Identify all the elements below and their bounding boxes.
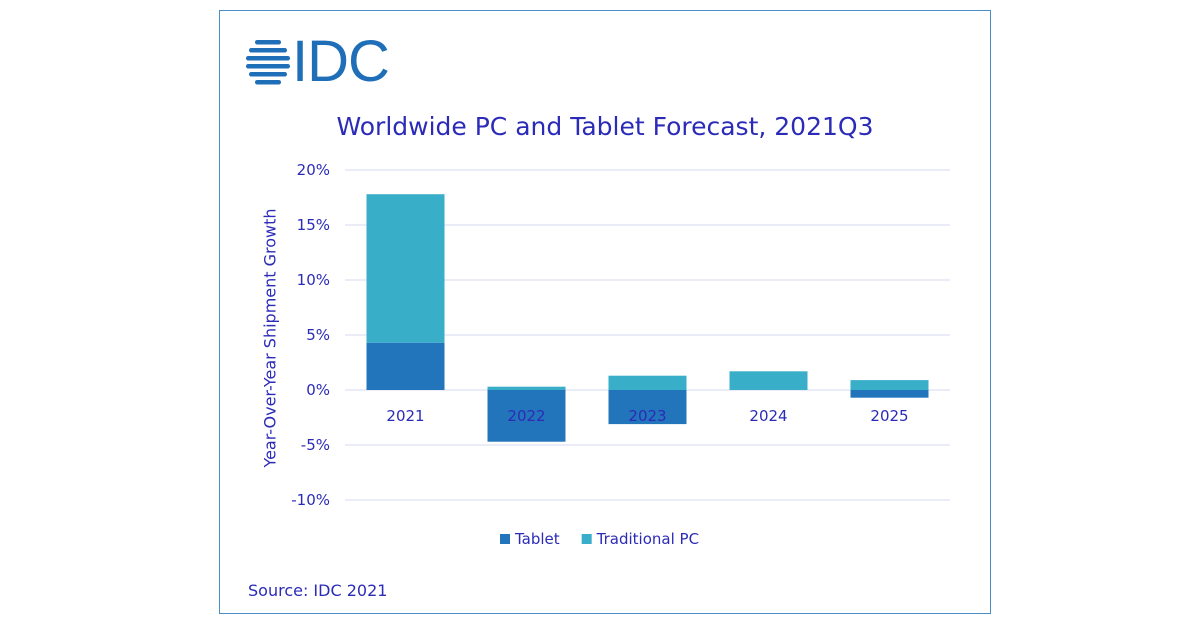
- x-tick-label: 2022: [507, 407, 545, 425]
- legend-label: Traditional PC: [596, 530, 699, 548]
- y-tick-label: 20%: [297, 161, 330, 179]
- legend-swatch: [500, 534, 510, 544]
- bar-tablet-2025: [850, 390, 929, 398]
- y-tick-label: -10%: [291, 491, 330, 509]
- x-tick-label: 2023: [628, 407, 666, 425]
- y-tick-label: 10%: [297, 271, 330, 289]
- x-tick-label: 2024: [749, 407, 787, 425]
- bar-traditional-pc-2025: [850, 380, 929, 390]
- globe-icon: [246, 40, 290, 85]
- x-tick-label: 2025: [870, 407, 908, 425]
- idc-logo-icon: [246, 40, 290, 85]
- bar-tablet-2023: [608, 390, 687, 425]
- y-tick-label: 15%: [297, 216, 330, 234]
- bar-tablet-2022: [487, 390, 566, 442]
- legend-label: Tablet: [514, 530, 560, 548]
- chart-frame: [219, 10, 991, 614]
- chart-title: Worldwide PC and Tablet Forecast, 2021Q3: [336, 112, 874, 141]
- legend-swatch: [581, 534, 592, 544]
- y-tick-label: 5%: [306, 326, 330, 344]
- y-tick-label: 0%: [306, 381, 330, 399]
- bar-tablet-2021: [366, 342, 445, 390]
- source-note: Source: IDC 2021: [248, 581, 388, 600]
- y-tick-label: -5%: [301, 436, 330, 454]
- bar-traditional-pc-2021: [366, 194, 445, 343]
- logo-text: IDC: [292, 29, 390, 94]
- bar-traditional-pc-2024: [729, 371, 808, 390]
- x-tick-label: 2021: [386, 407, 424, 425]
- bar-traditional-pc-2022: [487, 386, 566, 390]
- bar-traditional-pc-2023: [608, 375, 687, 390]
